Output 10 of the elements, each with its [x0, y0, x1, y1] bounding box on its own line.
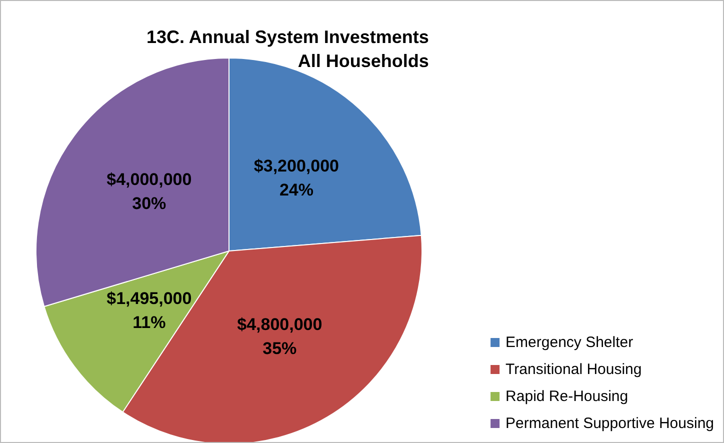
data-label: $3,200,000 24% [254, 156, 339, 200]
chart-subtitle: All Households [298, 51, 429, 71]
data-label: $4,000,000 30% [106, 170, 192, 214]
legend-label: Permanent Supportive Housing [506, 415, 714, 432]
data-label: $1,495,000 11% [106, 288, 192, 332]
legend-label: Rapid Re-Housing [506, 388, 628, 405]
legend-label: Emergency Shelter [506, 334, 634, 351]
chart-title: 13C. Annual System Investments [146, 27, 429, 47]
legend-label: Transitional Housing [506, 361, 642, 378]
data-label: $4,800,000 35% [237, 315, 322, 358]
